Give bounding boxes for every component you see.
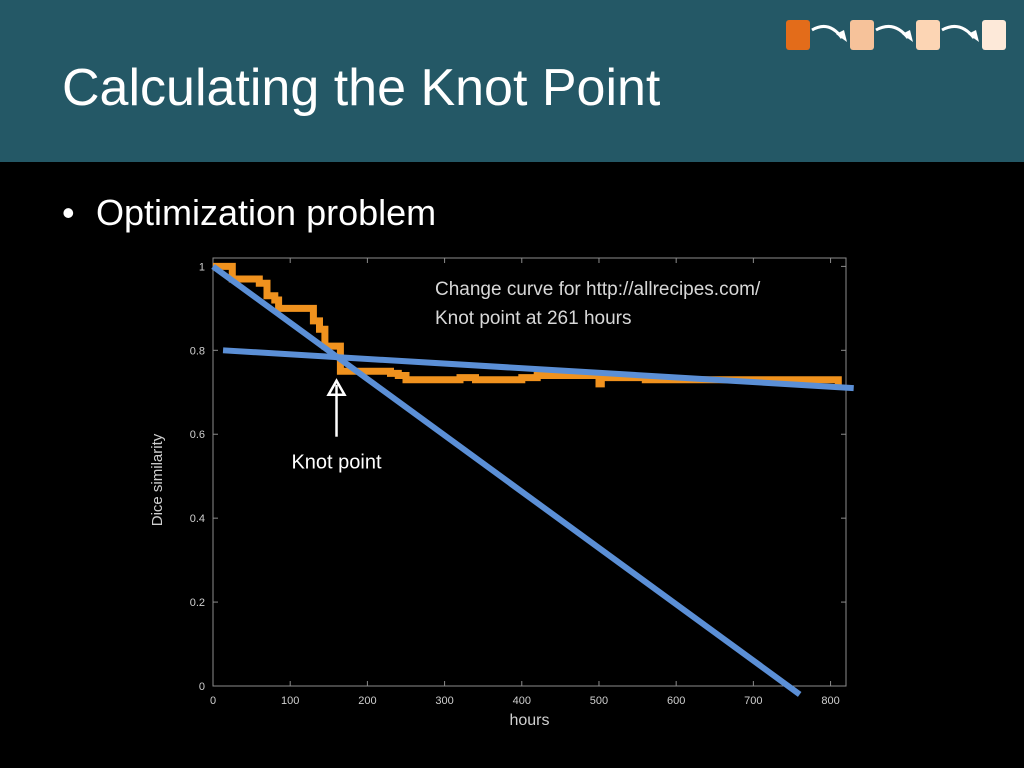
- knot-arrow-head: [326, 378, 347, 396]
- arrowhead-icon: [902, 30, 913, 42]
- x-tick-label: 600: [667, 695, 685, 707]
- x-tick-label: 800: [821, 695, 839, 707]
- curved-arrow-icon: [875, 24, 910, 39]
- arrowhead-icon: [836, 30, 847, 42]
- x-tick-label: 0: [210, 695, 216, 707]
- y-tick-label: 0.6: [190, 429, 205, 441]
- plot-frame: [212, 257, 847, 687]
- nav-box-1: [786, 20, 810, 50]
- curved-arrow-icon: [811, 24, 844, 39]
- chart-annotation-line: Knot point at 261 hours: [435, 308, 631, 329]
- x-tick-label: 500: [590, 695, 608, 707]
- x-tick-label: 200: [358, 695, 376, 707]
- y-tick-label: 0.2: [190, 597, 205, 609]
- y-tick-label: 0.8: [190, 345, 205, 357]
- y-tick-label: 0.4: [190, 513, 205, 525]
- y-axis-label: Dice similarity: [149, 433, 166, 526]
- slide-title: Calculating the Knot Point: [62, 59, 661, 117]
- steep-fit-line: [211, 263, 802, 697]
- progress-nav-graphic: [786, 20, 1006, 50]
- bullet-symbol: •: [62, 192, 75, 233]
- knot-point-label: Knot point: [291, 452, 382, 474]
- x-tick-label: 400: [513, 695, 531, 707]
- bullet-item: • Optimization problem: [62, 192, 436, 234]
- flat-fit-line: [222, 347, 854, 392]
- y-tick-label: 1: [199, 261, 205, 273]
- chart-annotation-line: Change curve for http://allrecipes.com/: [435, 279, 761, 300]
- nav-box-2: [850, 20, 874, 50]
- knot-point-chart: 0 100 200 300 400 500 600 700 800 0 0.2 0.4 0.6 0.8 1 h…: [149, 257, 854, 729]
- x-tick-label: 100: [281, 695, 299, 707]
- curved-arrow-icon: [941, 24, 976, 39]
- bullet-text: Optimization problem: [96, 192, 437, 233]
- nav-box-4: [982, 20, 1006, 50]
- nav-box-3: [916, 20, 940, 50]
- x-tick-label: 300: [435, 695, 453, 707]
- x-axis-label: hours: [509, 712, 549, 729]
- change-curve-line: [213, 262, 842, 389]
- arrowhead-icon: [968, 30, 979, 42]
- y-tick-label: 0: [199, 681, 205, 693]
- x-tick-label: 700: [744, 695, 762, 707]
